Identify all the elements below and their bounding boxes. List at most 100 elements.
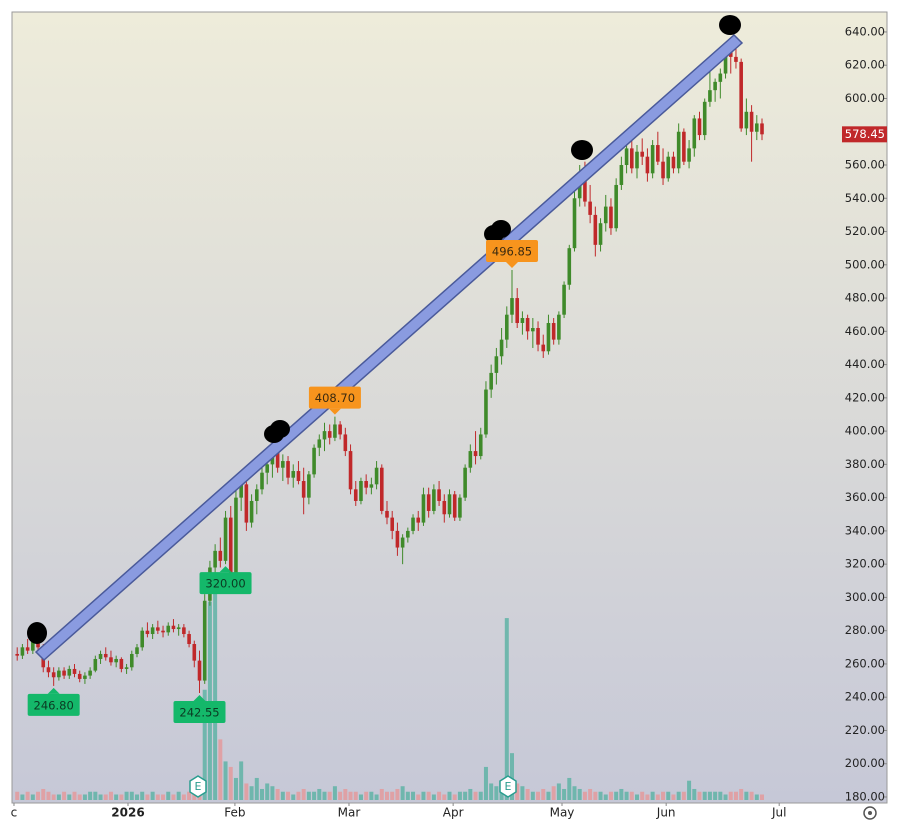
volume-bar bbox=[697, 791, 702, 800]
volume-bar bbox=[254, 777, 259, 800]
volume-bar bbox=[46, 791, 51, 800]
callout-pointer bbox=[219, 566, 232, 573]
earnings-badge[interactable] bbox=[189, 775, 207, 798]
volume-bar bbox=[306, 791, 311, 800]
volume-bar bbox=[723, 794, 728, 800]
candle-body bbox=[109, 657, 113, 663]
volume-bar bbox=[530, 791, 535, 800]
volume-bar bbox=[343, 788, 348, 800]
volume-bar bbox=[395, 788, 400, 800]
volume-bar bbox=[598, 791, 603, 800]
candle-body bbox=[260, 472, 264, 490]
candle-body bbox=[458, 497, 462, 518]
candle-body bbox=[728, 51, 733, 57]
candle-body bbox=[489, 372, 493, 390]
volume-bar bbox=[442, 794, 447, 800]
candle-body bbox=[739, 61, 743, 129]
candle-body bbox=[411, 517, 415, 531]
candle-body bbox=[374, 467, 379, 485]
earnings-badge[interactable] bbox=[499, 775, 517, 798]
volume-bar bbox=[473, 791, 478, 800]
candle-body bbox=[348, 451, 353, 490]
candle-body bbox=[103, 653, 108, 658]
plot-area bbox=[11, 11, 888, 804]
callout-pointer bbox=[193, 694, 206, 701]
volume-bar bbox=[619, 788, 624, 800]
candle-body bbox=[682, 131, 686, 162]
callout-label: 246.80 bbox=[34, 698, 74, 712]
candle-body bbox=[463, 467, 467, 498]
settings-icon[interactable] bbox=[863, 806, 877, 820]
candle-body bbox=[98, 653, 103, 659]
gear[interactable] bbox=[863, 806, 877, 820]
x-tick-label: Feb bbox=[224, 806, 245, 820]
callout-box bbox=[308, 386, 361, 409]
candle-body bbox=[291, 471, 296, 478]
y-tick-label: 340.00 bbox=[845, 523, 885, 537]
volume-bar bbox=[681, 791, 686, 800]
candle-body bbox=[234, 497, 238, 573]
volume-bar bbox=[744, 791, 749, 800]
y-tick-label: 480.00 bbox=[845, 291, 885, 305]
marker-blob bbox=[571, 140, 593, 160]
axes: 180.00 200.00 220.00 240.00 260.00 280.00 300.… bbox=[11, 24, 887, 820]
candle-body bbox=[473, 451, 478, 457]
x-tick-label: Jun bbox=[656, 806, 676, 820]
annotation-layer: 246.80 242.55 408.70 320.00 496.85 bbox=[27, 240, 538, 723]
volume-bar bbox=[582, 791, 587, 800]
candle-body bbox=[67, 668, 72, 676]
candle-body bbox=[192, 644, 197, 661]
candle-body bbox=[93, 658, 98, 671]
volume-bar bbox=[338, 791, 343, 800]
volume-bar bbox=[608, 791, 613, 800]
candle-body bbox=[202, 600, 207, 681]
candle-body bbox=[583, 173, 587, 202]
candle-body bbox=[333, 424, 337, 438]
volume-bar bbox=[483, 766, 488, 800]
y-tick-label: 300.00 bbox=[845, 590, 885, 604]
y-tick-label: 320.00 bbox=[845, 557, 885, 571]
candle-body bbox=[244, 484, 249, 523]
y-tick-label: 500.00 bbox=[845, 257, 885, 271]
candle-body bbox=[379, 467, 384, 511]
earnings-label: E bbox=[505, 780, 512, 793]
volume-bar bbox=[635, 794, 639, 800]
volume-bar bbox=[478, 791, 483, 800]
y-tick-label: 520.00 bbox=[845, 224, 885, 238]
candle-body bbox=[692, 118, 697, 149]
earnings-marker[interactable]: E bbox=[499, 775, 517, 798]
volume-bar bbox=[405, 791, 410, 800]
volume-bar bbox=[468, 788, 473, 800]
candle-body bbox=[421, 494, 426, 523]
y-tick-label: 460.00 bbox=[845, 324, 885, 338]
y-tick-label: 180.00 bbox=[845, 790, 885, 804]
volume-bar bbox=[145, 794, 150, 800]
volume-bar bbox=[275, 788, 280, 800]
candle-body bbox=[77, 673, 82, 679]
candle-body bbox=[734, 56, 738, 62]
callout-pointer bbox=[328, 408, 341, 415]
candle-body bbox=[307, 474, 311, 498]
y-tick-label: 600.00 bbox=[845, 91, 885, 105]
volume-bar bbox=[353, 791, 358, 800]
volume-bar bbox=[749, 791, 754, 800]
candle-body bbox=[327, 431, 332, 438]
candle-body bbox=[650, 145, 655, 174]
volume-bar bbox=[171, 794, 176, 800]
candle-body bbox=[531, 328, 535, 332]
volume-bar bbox=[702, 791, 707, 800]
volume-bar bbox=[379, 788, 384, 800]
candle-body bbox=[754, 123, 759, 132]
candle-body bbox=[312, 447, 316, 475]
earnings-marker[interactable]: E bbox=[189, 775, 207, 798]
volume-bar bbox=[327, 791, 332, 800]
volume-bar bbox=[426, 791, 431, 800]
volume-bar bbox=[650, 791, 655, 800]
volume-bar bbox=[25, 791, 30, 800]
volume-bar bbox=[239, 761, 244, 800]
volume-bar bbox=[572, 786, 577, 800]
candle-body bbox=[525, 318, 530, 332]
volume-bar bbox=[155, 794, 160, 800]
volume-bar bbox=[41, 788, 46, 800]
